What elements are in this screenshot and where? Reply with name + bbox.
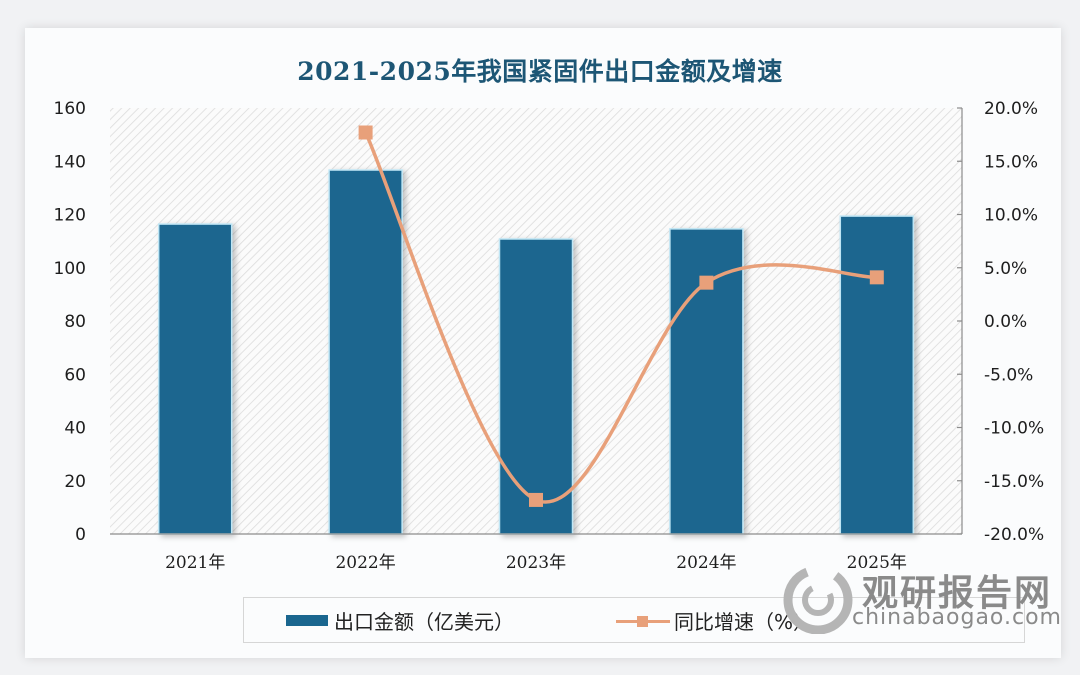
left-y-tick-label: 40: [64, 419, 86, 439]
line-series: [358, 125, 884, 507]
bar-series: [157, 169, 915, 535]
legend: 出口金额（亿美元） 同比增速（%）: [243, 597, 1025, 643]
left-y-tick-label: 100: [54, 259, 86, 279]
watermark: 观研报告网 chinabaogao.com: [780, 558, 1062, 638]
line-marker: [699, 275, 714, 290]
line-marker: [358, 125, 373, 140]
growth-rate-line: [364, 131, 877, 504]
left-y-tick-label: 80: [64, 312, 86, 332]
x-category-label: 2022年: [335, 553, 395, 573]
bar-2024年: [669, 228, 744, 535]
bar-2023年: [498, 238, 574, 535]
x-category-label: 2024年: [676, 553, 736, 573]
legend-item-export-amount: 出口金额（亿美元）: [286, 606, 514, 635]
x-category-label: 2025年: [847, 553, 907, 573]
right-y-tick-label: -10.0%: [984, 419, 1044, 439]
watermark-brand-en: chinabaogao.com: [852, 605, 1062, 630]
right-y-tick-label: 5.0%: [984, 259, 1027, 279]
line-marker: [869, 270, 884, 285]
left-y-tick-label: 60: [64, 365, 86, 385]
bar-2025年: [839, 215, 915, 535]
right-y-tick-label: -15.0%: [984, 472, 1044, 492]
axes: 0 20 40 60 80 100 120 140 160 20.0% 15.0% 10.0% 5.0%…: [54, 99, 1045, 573]
x-category-label: 2021年: [165, 553, 225, 573]
right-y-tick-label: 20.0%: [984, 99, 1038, 119]
bar-2022年: [328, 169, 403, 535]
left-y-tick-label: 0: [75, 525, 86, 545]
left-y-tick-label: 160: [54, 99, 86, 119]
right-y-tick-label: 0.0%: [984, 312, 1027, 332]
x-category-label: 2023年: [506, 553, 566, 573]
watermark-brand-cn: 观研报告网: [862, 573, 1053, 614]
right-y-tick-label: 15.0%: [984, 152, 1038, 172]
right-y-tick-label: 10.0%: [984, 206, 1038, 226]
left-y-tick-label: 20: [64, 472, 86, 492]
line-marker: [529, 492, 543, 507]
right-y-tick-label: -20.0%: [984, 525, 1044, 545]
bar-2021年: [157, 223, 233, 535]
watermark-logo-icon: [783, 565, 853, 634]
left-y-tick-label: 140: [54, 152, 86, 172]
chart-title: 2021-2025年我国紧固件出口金额及增速: [297, 57, 783, 86]
legend-label-export-amount: 出口金额（亿美元）: [334, 610, 514, 634]
right-y-tick-label: -5.0%: [984, 365, 1033, 385]
bar-swatch-icon: [286, 615, 328, 626]
left-y-tick-label: 120: [54, 206, 86, 226]
line-marker-swatch-icon: [616, 614, 670, 628]
